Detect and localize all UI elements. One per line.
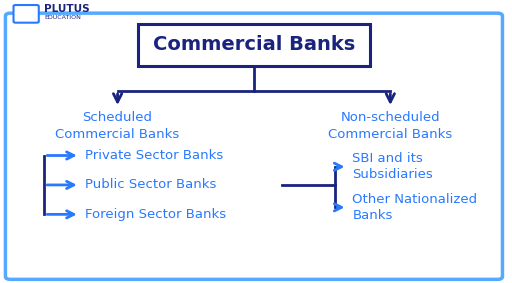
Text: Other Nationalized
Banks: Other Nationalized Banks — [352, 193, 478, 222]
Text: Scheduled
Commercial Banks: Scheduled Commercial Banks — [55, 111, 180, 141]
FancyBboxPatch shape — [13, 5, 39, 23]
Text: Commercial Banks: Commercial Banks — [153, 35, 355, 54]
FancyBboxPatch shape — [138, 24, 370, 66]
Text: EDUCATION: EDUCATION — [45, 15, 81, 20]
Text: Foreign Sector Banks: Foreign Sector Banks — [84, 208, 226, 221]
Text: SBI and its
Subsidiaries: SBI and its Subsidiaries — [352, 152, 433, 181]
FancyBboxPatch shape — [6, 13, 502, 279]
Text: Non-scheduled
Commercial Banks: Non-scheduled Commercial Banks — [328, 111, 453, 141]
Text: Public Sector Banks: Public Sector Banks — [84, 179, 216, 191]
Text: Private Sector Banks: Private Sector Banks — [84, 149, 223, 162]
Text: PLUTUS: PLUTUS — [45, 4, 90, 14]
